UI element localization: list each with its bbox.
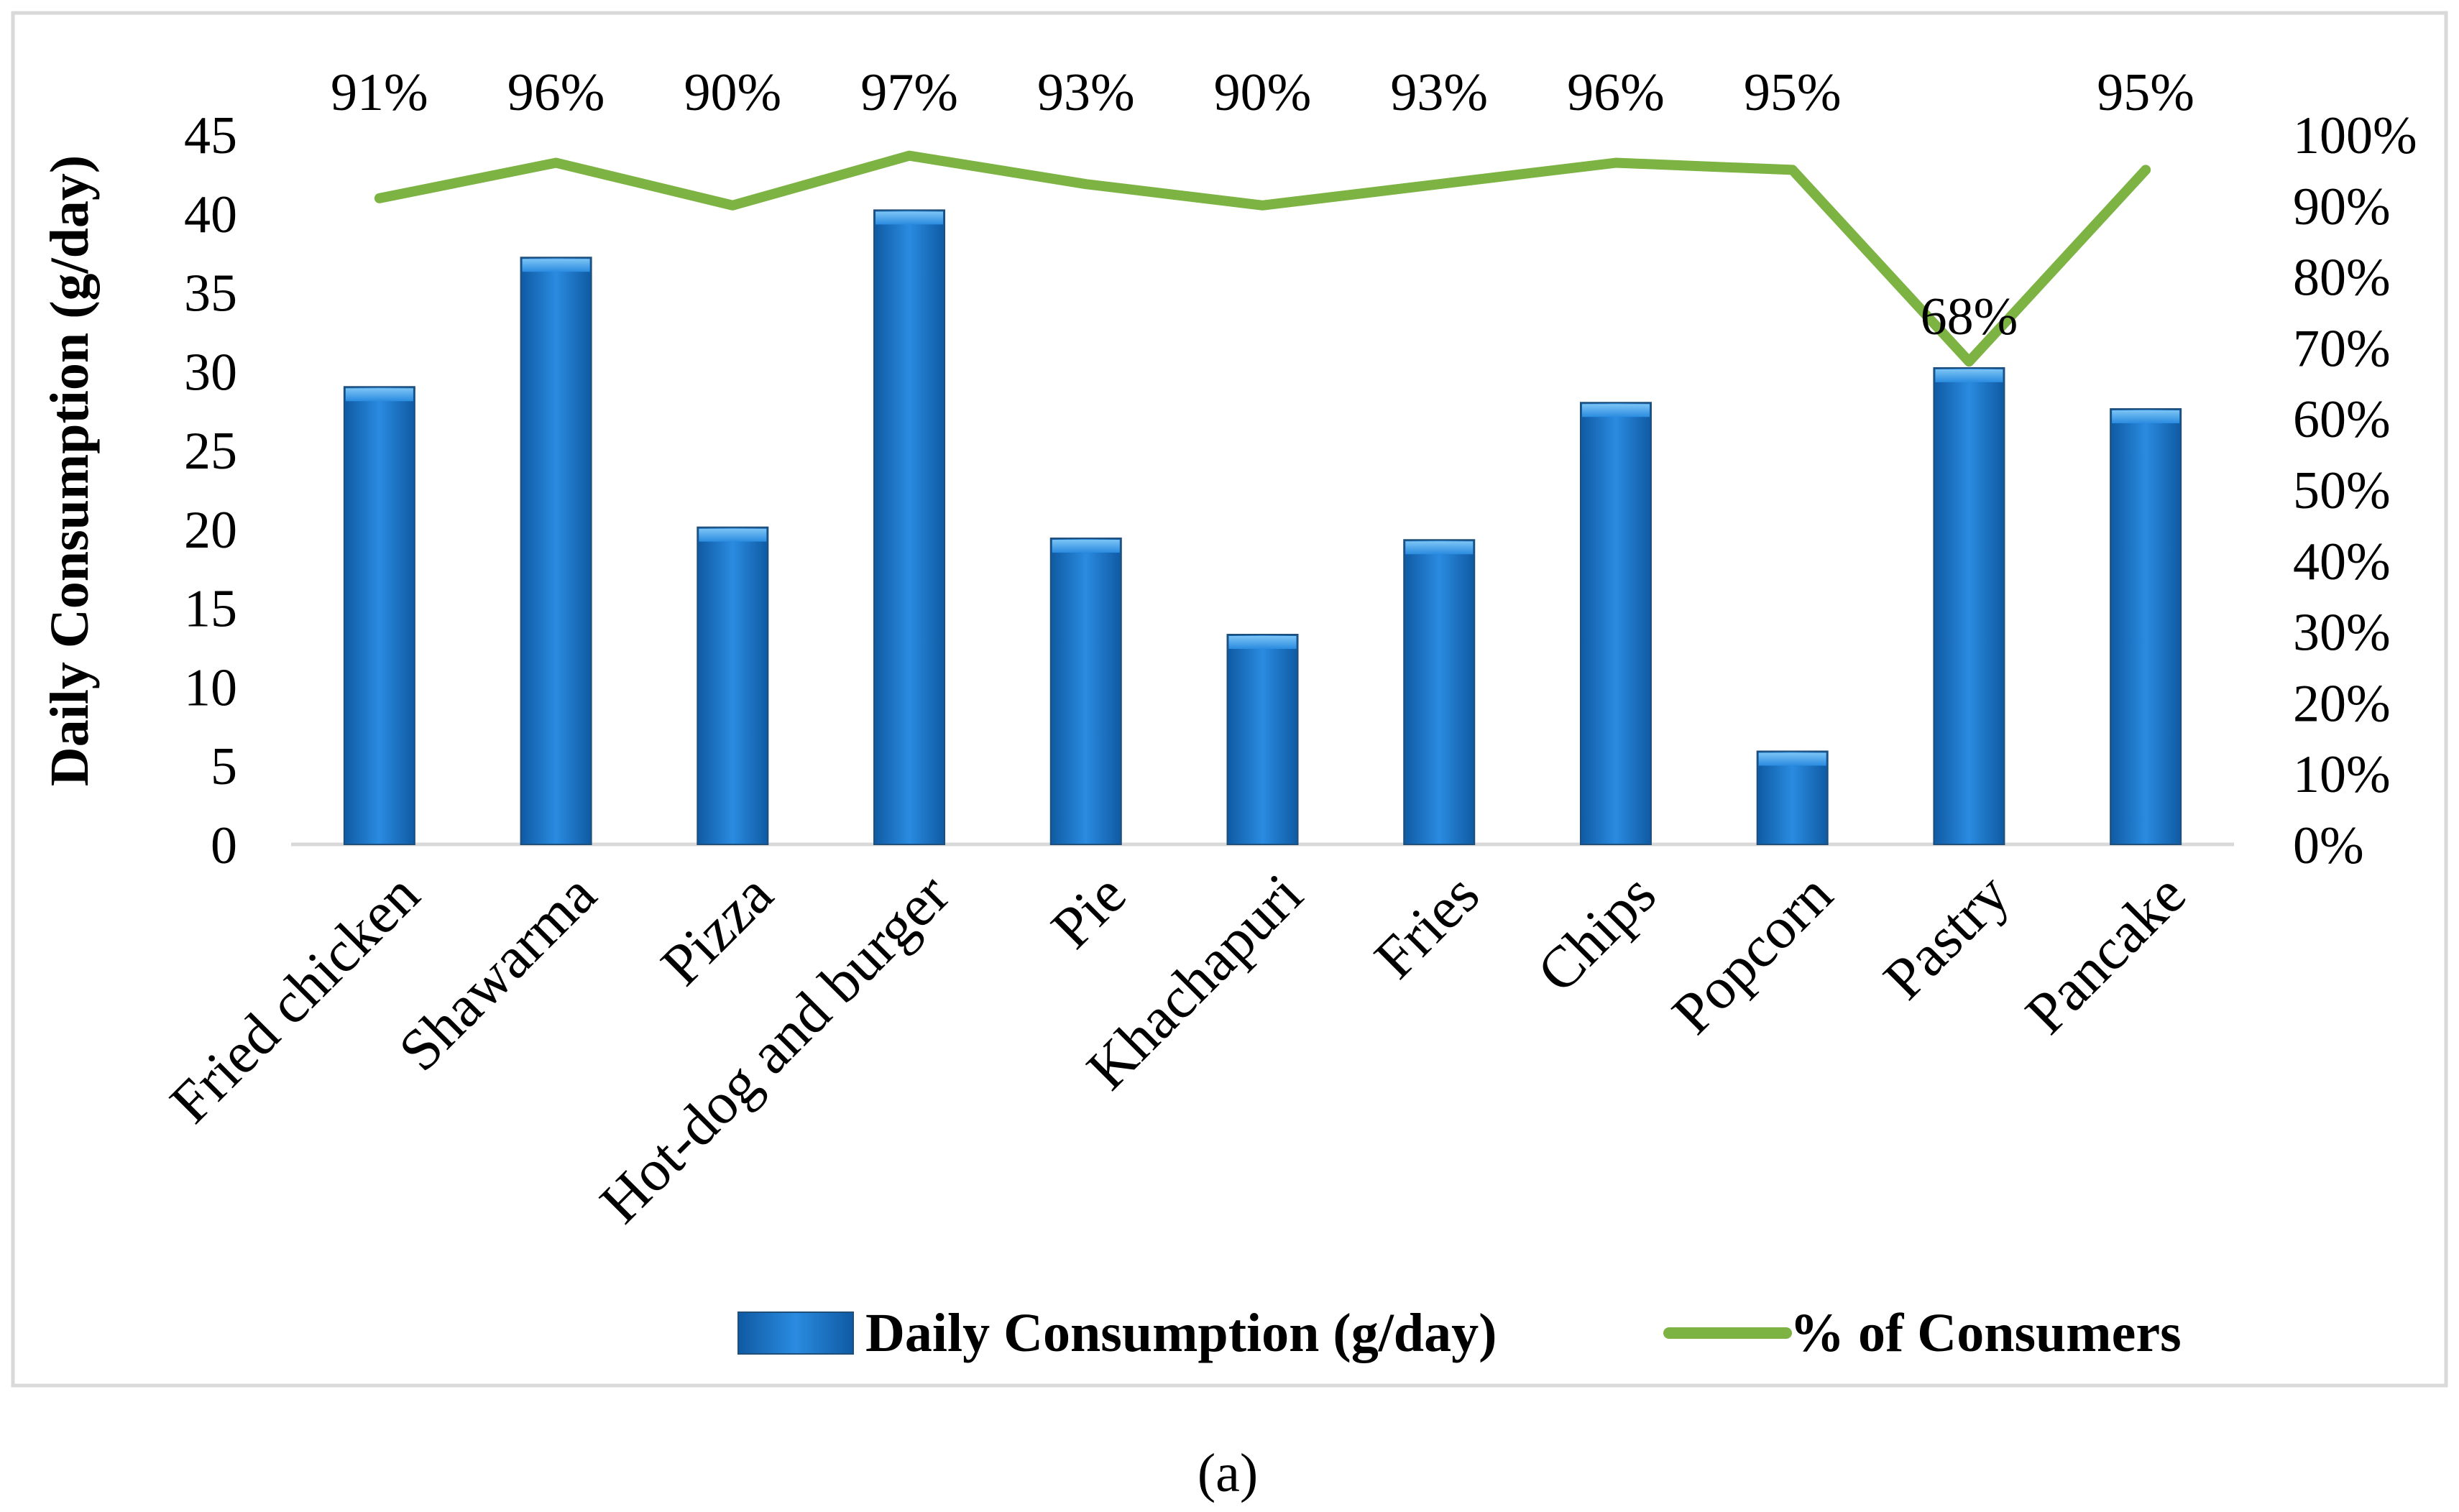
line-data-label: 93% xyxy=(1390,63,1488,122)
left-tick-label: 0 xyxy=(211,816,237,875)
bar-body xyxy=(1226,633,1299,845)
bar-cap xyxy=(875,211,944,225)
bar-shawarma xyxy=(520,257,592,845)
category-label: Pastry xyxy=(1871,861,2021,1011)
bar-cap xyxy=(2112,410,2180,424)
left-axis-ticks: 0 5 10 15 20 25 30 35 40 45 xyxy=(184,106,237,875)
y-axis-title: Daily Consumption (g/day) xyxy=(40,155,100,786)
bar-popcorn xyxy=(1756,750,1829,846)
line-data-label: 97% xyxy=(860,63,958,122)
right-tick-label: 40% xyxy=(2293,533,2391,591)
bar-body xyxy=(1049,538,1122,845)
line-data-label: 95% xyxy=(2097,63,2194,122)
line-series-consumers xyxy=(374,150,2151,367)
right-tick-label: 30% xyxy=(2293,604,2391,663)
right-tick-label: 50% xyxy=(2293,461,2391,520)
left-tick-label: 10 xyxy=(184,658,237,717)
category-label: Fried chicken xyxy=(157,861,432,1135)
bar-hot-dog-and-burger xyxy=(873,209,946,845)
bar-cap xyxy=(1052,540,1120,553)
line-data-label: 90% xyxy=(684,63,781,122)
bar-body xyxy=(343,386,415,845)
bar-body xyxy=(697,526,769,846)
bar-series xyxy=(343,209,2182,846)
bar-body xyxy=(2110,408,2182,845)
right-tick-label: 10% xyxy=(2293,745,2391,804)
right-tick-label: 80% xyxy=(2293,249,2391,308)
bar-pie xyxy=(1049,538,1122,845)
left-tick-label: 45 xyxy=(184,106,237,165)
line-data-label: 96% xyxy=(507,63,605,122)
left-tick-label: 30 xyxy=(184,343,237,402)
chart-frame xyxy=(11,11,2448,1388)
category-label: Fries xyxy=(1362,861,1492,990)
line-data-label: 93% xyxy=(1037,63,1135,122)
right-tick-label: 70% xyxy=(2293,319,2391,378)
bar-cap xyxy=(1228,635,1297,649)
left-tick-label: 25 xyxy=(184,422,237,481)
right-tick-label: 90% xyxy=(2293,178,2391,236)
bar-pastry xyxy=(1933,367,2005,846)
line-data-label: 96% xyxy=(1567,63,1665,122)
bar-chips xyxy=(1579,402,1652,845)
bar-fried-chicken xyxy=(343,386,415,845)
bar-fries xyxy=(1403,539,1476,845)
bar-body xyxy=(1403,539,1476,845)
right-tick-label: 20% xyxy=(2293,674,2391,733)
left-tick-label: 5 xyxy=(211,737,237,796)
legend-bar-label: Daily Consumption (g/day) xyxy=(865,1303,1497,1363)
bar-cap xyxy=(522,259,590,272)
bar-cap xyxy=(1758,752,1826,766)
bar-body xyxy=(873,209,946,845)
bar-body xyxy=(520,257,592,845)
right-tick-label: 0% xyxy=(2293,816,2364,875)
legend-bar-swatch xyxy=(737,1312,854,1355)
bar-body xyxy=(1933,367,2005,846)
category-label: Chips xyxy=(1525,861,1668,1005)
bar-cap xyxy=(1581,404,1650,418)
bar-body xyxy=(1756,750,1829,846)
line-data-label: 68% xyxy=(1921,287,2018,346)
bar-khachapuri xyxy=(1226,633,1299,845)
left-tick-label: 35 xyxy=(184,264,237,323)
category-label: Popcorn xyxy=(1660,861,1845,1046)
bar-cap xyxy=(345,388,413,402)
bar-body xyxy=(1579,402,1652,845)
bar-cap xyxy=(1405,541,1474,555)
category-label: Pancake xyxy=(2013,861,2198,1046)
legend-line-label: % of Consumers xyxy=(1790,1303,2182,1363)
bar-cap xyxy=(1935,369,2003,382)
left-tick-label: 40 xyxy=(184,185,237,244)
line-data-labels: 91% 96% 90% 97% 93% 90% 93% 96% 95% 68% 95% xyxy=(331,63,2194,346)
category-label: Pie xyxy=(1039,861,1138,960)
bar-pizza xyxy=(697,526,769,846)
left-tick-label: 20 xyxy=(184,501,237,560)
category-label: Pizza xyxy=(648,861,785,997)
line-data-label: 90% xyxy=(1214,63,1312,122)
line-data-label: 95% xyxy=(1744,63,1842,122)
bar-pancake xyxy=(2110,408,2182,845)
right-tick-label: 60% xyxy=(2293,390,2391,449)
figure-caption: (a) xyxy=(1198,1443,1258,1503)
right-tick-label: 100% xyxy=(2293,106,2417,165)
bar-cap xyxy=(699,528,767,542)
legend: Daily Consumption (g/day) % of Consumers xyxy=(737,1303,2182,1363)
right-axis-ticks: 0% 10% 20% 30% 40% 50% 60% 70% 80% 90% 100% xyxy=(2293,106,2417,875)
line-data-label: 91% xyxy=(331,63,428,122)
left-tick-label: 15 xyxy=(184,580,237,639)
category-label: Shawarma xyxy=(386,861,608,1083)
